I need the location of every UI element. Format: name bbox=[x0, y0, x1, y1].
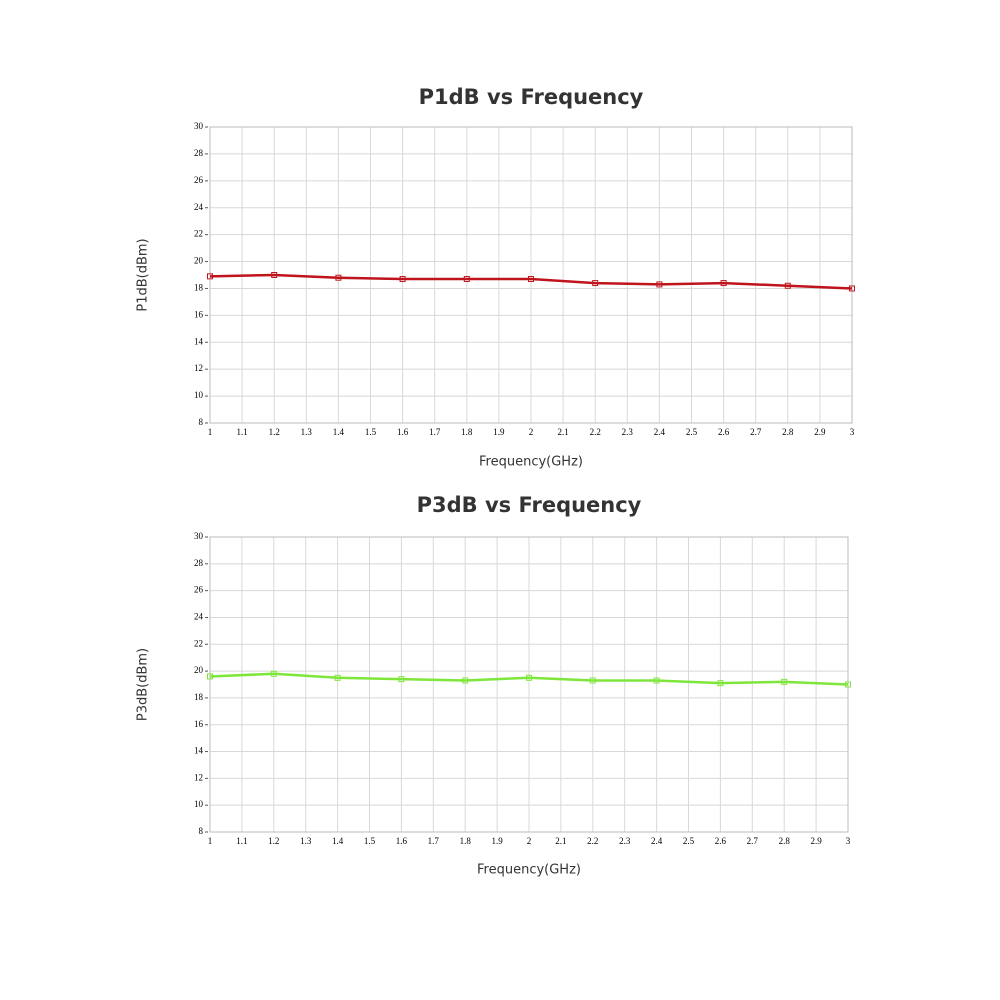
x-tick-label: 1.2 bbox=[268, 836, 279, 846]
data-marker bbox=[207, 273, 213, 280]
y-tick-label: 10 bbox=[194, 390, 204, 400]
y-tick-label: 10 bbox=[194, 799, 204, 809]
x-tick-label: 2 bbox=[527, 836, 532, 846]
y-tick-label: 26 bbox=[194, 175, 204, 185]
data-marker bbox=[399, 276, 406, 283]
x-tick-label: 1.8 bbox=[461, 427, 473, 437]
x-tick-label: 2.1 bbox=[557, 427, 568, 437]
y-axis-label: P1dB(dBm) bbox=[136, 238, 151, 311]
y-tick-label: 18 bbox=[194, 283, 204, 293]
y-tick-label: 26 bbox=[194, 585, 204, 595]
data-marker bbox=[463, 276, 470, 283]
x-tick-label: 1.7 bbox=[428, 836, 440, 846]
data-marker bbox=[334, 674, 341, 681]
x-tick-label: 1.7 bbox=[429, 427, 441, 437]
x-tick-label: 2.7 bbox=[750, 427, 762, 437]
data-marker bbox=[720, 280, 727, 287]
x-tick-label: 2 bbox=[529, 427, 534, 437]
x-tick-label: 1.8 bbox=[460, 836, 472, 846]
y-tick-label: 28 bbox=[194, 148, 204, 158]
y-axis-label: P3dB(dBm) bbox=[136, 648, 151, 721]
x-tick-label: 1.3 bbox=[300, 836, 312, 846]
x-tick-label: 2.2 bbox=[590, 427, 601, 437]
x-tick-label: 1.5 bbox=[365, 427, 377, 437]
y-tick-label: 16 bbox=[194, 719, 204, 729]
y-tick-label: 12 bbox=[194, 363, 203, 373]
x-tick-label: 1.6 bbox=[397, 427, 409, 437]
x-tick-label: 1.6 bbox=[396, 836, 408, 846]
x-tick-label: 3 bbox=[846, 836, 851, 846]
y-tick-label: 22 bbox=[194, 638, 203, 648]
x-tick-label: 2.2 bbox=[587, 836, 598, 846]
x-tick-label: 2.1 bbox=[555, 836, 566, 846]
data-marker bbox=[656, 281, 663, 288]
data-marker bbox=[845, 681, 851, 688]
x-tick-label: 1.5 bbox=[364, 836, 376, 846]
x-tick-label: 1.4 bbox=[333, 427, 345, 437]
x-tick-label: 3 bbox=[850, 427, 855, 437]
y-tick-label: 16 bbox=[194, 309, 204, 319]
data-marker bbox=[589, 677, 596, 684]
chart-title: P3dB vs Frequency bbox=[417, 493, 642, 517]
x-tick-label: 2.8 bbox=[779, 836, 791, 846]
x-tick-label: 1 bbox=[208, 836, 213, 846]
data-marker bbox=[462, 677, 469, 684]
data-marker bbox=[717, 680, 724, 687]
y-tick-label: 14 bbox=[194, 336, 204, 346]
data-line bbox=[209, 672, 849, 686]
data-marker bbox=[207, 673, 213, 680]
y-tick-label: 20 bbox=[194, 665, 204, 675]
x-tick-label: 1.3 bbox=[301, 427, 313, 437]
x-tick-label: 2.9 bbox=[810, 836, 822, 846]
y-tick-label: 24 bbox=[194, 612, 204, 622]
data-marker bbox=[270, 670, 277, 677]
x-tick-label: 2.4 bbox=[654, 427, 666, 437]
x-axis-label: Frequency(GHz) bbox=[479, 455, 583, 470]
plot-frame bbox=[209, 126, 853, 424]
y-tick-label: 30 bbox=[194, 121, 204, 131]
x-tick-label: 1.9 bbox=[491, 836, 503, 846]
data-marker bbox=[528, 276, 534, 283]
x-tick-label: 1 bbox=[208, 427, 213, 437]
y-tick-label: 28 bbox=[194, 558, 204, 568]
x-tick-label: 2.3 bbox=[619, 836, 631, 846]
chart-title: P1dB vs Frequency bbox=[419, 85, 644, 109]
data-line bbox=[209, 273, 853, 290]
x-tick-label: 2.5 bbox=[683, 836, 695, 846]
x-tick-label: 1.1 bbox=[236, 836, 247, 846]
y-tick-label: 30 bbox=[194, 531, 204, 541]
x-tick-label: 1.1 bbox=[236, 427, 247, 437]
x-tick-label: 2.6 bbox=[715, 836, 727, 846]
x-tick-label: 2.8 bbox=[782, 427, 794, 437]
x-tick-label: 2.6 bbox=[718, 427, 730, 437]
data-marker bbox=[526, 674, 532, 681]
x-tick-label: 1.2 bbox=[269, 427, 280, 437]
y-tick-label: 12 bbox=[194, 772, 203, 782]
x-tick-label: 1.4 bbox=[332, 836, 344, 846]
y-tick-label: 22 bbox=[194, 229, 203, 239]
x-tick-label: 2.9 bbox=[814, 427, 826, 437]
data-marker bbox=[271, 272, 278, 278]
y-tick-label: 8 bbox=[199, 826, 204, 836]
data-marker bbox=[849, 285, 855, 292]
x-tick-label: 2.7 bbox=[747, 836, 759, 846]
data-marker bbox=[781, 678, 788, 685]
data-marker bbox=[784, 282, 791, 289]
data-marker bbox=[335, 274, 342, 281]
data-marker bbox=[592, 280, 599, 287]
x-tick-label: 1.9 bbox=[493, 427, 505, 437]
x-tick-label: 2.4 bbox=[651, 836, 663, 846]
y-tick-label: 14 bbox=[194, 746, 204, 756]
y-tick-label: 18 bbox=[194, 692, 204, 702]
y-tick-label: 8 bbox=[199, 417, 204, 427]
x-axis-label: Frequency(GHz) bbox=[477, 863, 581, 878]
data-marker bbox=[398, 676, 405, 683]
y-tick-label: 24 bbox=[194, 202, 204, 212]
x-tick-label: 2.3 bbox=[622, 427, 634, 437]
y-tick-label: 20 bbox=[194, 256, 204, 266]
data-marker bbox=[653, 677, 660, 684]
x-tick-label: 2.5 bbox=[686, 427, 698, 437]
